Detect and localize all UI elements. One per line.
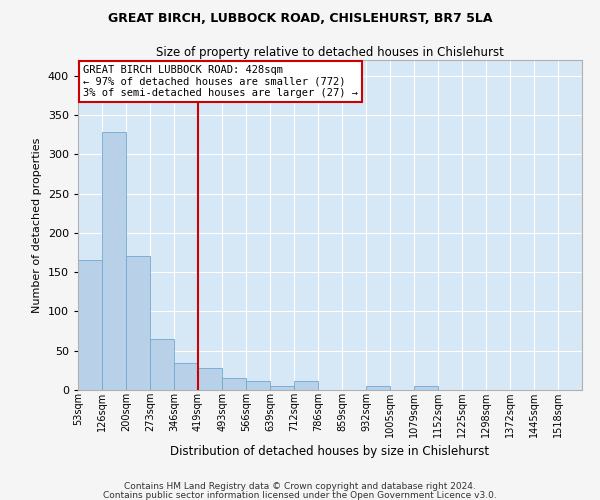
Text: GREAT BIRCH, LUBBOCK ROAD, CHISLEHURST, BR7 5LA: GREAT BIRCH, LUBBOCK ROAD, CHISLEHURST, … bbox=[108, 12, 492, 26]
Bar bbox=[270, 386, 294, 390]
Bar bbox=[366, 386, 390, 390]
Bar bbox=[415, 386, 438, 390]
X-axis label: Distribution of detached houses by size in Chislehurst: Distribution of detached houses by size … bbox=[170, 446, 490, 458]
Bar bbox=[174, 362, 198, 390]
Bar bbox=[78, 260, 102, 390]
Bar bbox=[198, 368, 221, 390]
Y-axis label: Number of detached properties: Number of detached properties bbox=[32, 138, 42, 312]
Bar bbox=[127, 256, 150, 390]
Bar bbox=[102, 132, 125, 390]
Bar bbox=[246, 380, 270, 390]
Text: GREAT BIRCH LUBBOCK ROAD: 428sqm
← 97% of detached houses are smaller (772)
3% o: GREAT BIRCH LUBBOCK ROAD: 428sqm ← 97% o… bbox=[83, 65, 358, 98]
Bar bbox=[294, 380, 318, 390]
Bar bbox=[150, 339, 174, 390]
Text: Contains public sector information licensed under the Open Government Licence v3: Contains public sector information licen… bbox=[103, 490, 497, 500]
Title: Size of property relative to detached houses in Chislehurst: Size of property relative to detached ho… bbox=[156, 46, 504, 59]
Text: Contains HM Land Registry data © Crown copyright and database right 2024.: Contains HM Land Registry data © Crown c… bbox=[124, 482, 476, 491]
Bar bbox=[223, 378, 246, 390]
